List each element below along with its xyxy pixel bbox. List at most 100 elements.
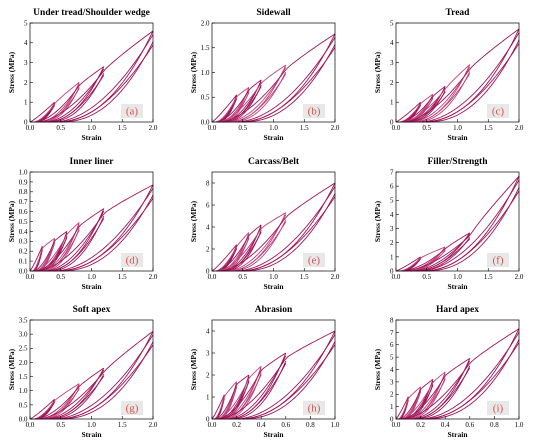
reloading-curve [241,47,336,123]
reloading-curve [230,221,287,272]
reloading-curve [44,369,105,420]
panel-label-box [303,253,325,267]
x-tick-label: 1.0 [269,124,278,132]
y-tick-label: 0.7 [19,198,28,206]
y-tick-label: 4 [390,366,394,374]
y-tick-label: 1 [390,99,394,107]
reloading-curve [414,367,471,420]
panel-label: (b) [308,106,321,118]
unloading-curve [241,193,336,272]
x-axis-label: Strain [447,430,468,439]
curves [395,328,520,420]
curves [29,184,154,272]
reloading-curve [42,229,80,272]
reloading-curve [48,74,105,123]
loading-curve [211,244,237,272]
reloading-curve [53,334,154,420]
panel-c: Tread 0 1 2 3 4 5 0.0 0.5 1.0 1.5 2.0 Strain Stress (… [373,8,524,142]
x-tick-label: 0.8 [306,421,315,429]
reloading-curve [419,179,520,272]
y-tick-label: 5 [390,19,394,27]
loading-curve [217,352,287,420]
x-axis-label: Strain [81,133,102,142]
loading-curve [214,381,237,420]
panel-label: (i) [493,403,504,415]
reloading-curve [235,37,336,123]
y-tick-label: 8 [206,179,210,187]
reloading-curve [241,344,336,420]
panel-label: (f) [493,255,504,267]
unloading-curve [230,360,287,420]
reloading-curve [405,373,446,420]
y-tick-label: 2 [390,239,394,247]
x-tick-label: 0.0 [26,124,35,132]
panel-title: Hard apex [436,305,479,315]
y-tick-label: 5 [24,19,28,27]
x-axis-label: Strain [263,430,284,439]
curves [29,330,154,420]
loading-curve [403,328,520,420]
y-tick-label: 0.0 [201,118,210,126]
loading-curve [216,224,262,272]
panel-e: Carcass/Belt 0 2 4 6 8 0.0 0.5 1.0 1.5 2.0 Strain St… [189,157,340,291]
y-tick-label: 3.5 [19,316,28,324]
y-tick-label: 0.9 [19,178,28,186]
curves [29,30,154,123]
loading-curve [399,379,434,420]
x-tick-label: 1.5 [300,273,309,281]
y-axis-label: Stress (MPa) [373,348,382,390]
y-tick-label: 2 [206,245,210,253]
y-tick-label: 1.5 [19,373,28,381]
x-tick-label: 0.0 [392,124,401,132]
panel-a: Under tread/Shoulder wedge 0 1 2 3 4 5 0.0 0.5 1.… [7,8,158,142]
y-tick-label: 2 [390,391,394,399]
reloading-curve [235,186,336,272]
y-tick-label: 6 [390,341,394,349]
x-tick-label: 0.0 [208,124,217,132]
loading-curve [215,374,250,420]
curves [211,182,336,272]
plot-frame [211,319,336,420]
y-tick-label: 0.2 [19,248,28,256]
x-tick-label: 1.0 [87,421,96,429]
reloading-curve [230,363,287,420]
unloading-curve [230,71,287,123]
panel-h: Abrasion 0 1 2 3 4 0.0 0.2 0.4 0.6 0.8 1.0 Strain Str… [189,305,340,439]
x-tick-label: 0.8 [490,421,499,429]
unloading-curve [414,365,471,420]
reloading-curve [230,73,287,123]
loading-curve [215,232,250,272]
y-tick-label: 3 [390,225,394,233]
loading-curve [33,383,80,420]
x-tick-label: 1.5 [118,421,127,429]
loading-curve [403,175,520,272]
x-tick-label: 1.0 [269,273,278,281]
reloading-curve [48,218,105,272]
y-axis-label: Stress (MPa) [7,51,16,93]
panel-label-box [487,401,509,415]
unloading-curve [59,341,154,420]
loading-curve [34,222,80,272]
x-tick-label: 0.5 [56,421,65,429]
x-axis-label: Strain [447,282,468,291]
y-tick-label: 4 [24,39,28,47]
panel-label-box [121,253,143,267]
x-axis-label: Strain [81,430,102,439]
curves [211,330,336,420]
y-tick-label: 0.4 [19,228,28,236]
loading-curve [216,79,262,123]
y-tick-label: 0.6 [19,208,28,216]
x-tick-label: 1.5 [484,124,493,132]
y-tick-label: 7 [390,168,394,176]
loading-curve [35,66,105,123]
loading-curve [32,237,55,272]
unloading-curve [425,187,520,272]
y-tick-label: 3 [390,378,394,386]
x-tick-label: 2.0 [331,273,340,281]
unloading-curve [425,339,520,420]
y-tick-label: 6 [390,183,394,191]
y-tick-label: 2 [390,79,394,87]
reloading-curve [221,81,262,123]
x-tick-label: 1.0 [331,421,340,429]
x-tick-label: 2.0 [149,124,158,132]
